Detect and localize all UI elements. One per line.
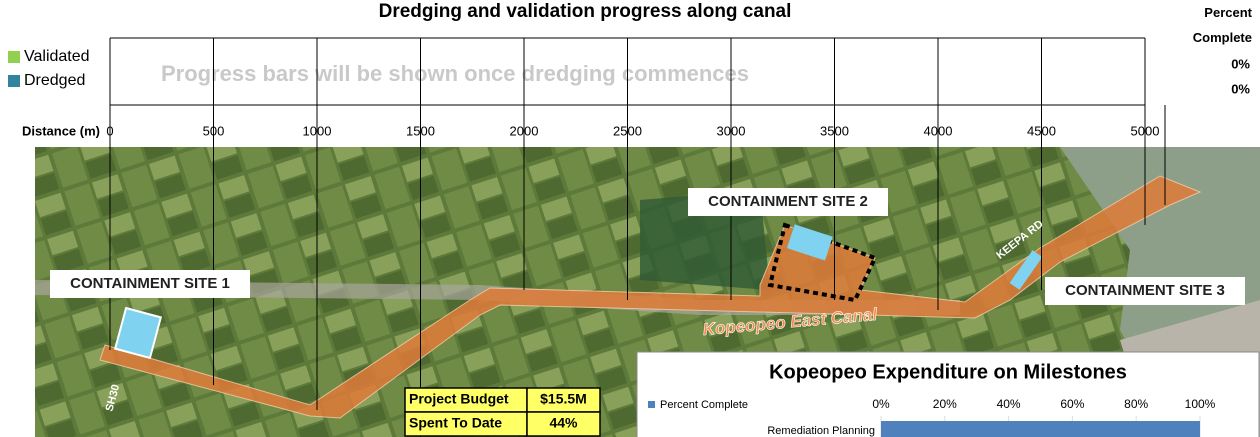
legend-label: Dredged [24,72,85,89]
bar [881,421,1200,437]
budget-text: Project Budget [409,391,509,407]
budget-text: $15.5M [540,391,587,407]
dashboard: Dredging and validation progress along c… [0,0,1260,437]
legend-label: Validated [24,48,90,65]
x-tick-label: 0 [106,123,113,138]
x-tick-label: 5000 [1131,123,1160,138]
x-tick-label: 3500 [820,123,849,138]
x-tick-label: 4000 [924,123,953,138]
value-header-box: Percent Complete [1170,0,1252,50]
x-tick-label: 40% [997,397,1021,411]
x-tick-label: 2500 [613,123,642,138]
x-tick-label: 0% [872,397,890,411]
budget-text: 44% [549,415,578,431]
x-tick-label: 1500 [406,123,435,138]
value-header: Percent Complete [1170,0,1252,50]
value-label: 0% [1231,56,1250,71]
legend-swatch [648,401,655,408]
category-label: Remediation Planning [767,425,875,437]
legend-label: Percent Complete [660,399,748,411]
x-tick-label: 2000 [510,123,539,138]
chart-title: Dredging and validation progress along c… [379,1,792,22]
value-label: 0% [1231,81,1250,96]
budget-text: Spent To Date [409,415,502,431]
x-tick-label: 100% [1185,397,1216,411]
x-axis-title: Distance (m) [22,123,100,138]
placeholder: Progress bars will be shown once dredgin… [161,61,749,86]
site-label: CONTAINMENT SITE 2 [708,193,868,210]
x-tick-label: 500 [203,123,225,138]
inset-title: Kopeopeo Expenditure on Milestones [769,361,1127,383]
x-tick-label: 4500 [1027,123,1056,138]
page: Dredging and validation progress along c… [0,0,1260,437]
x-tick-label: 3000 [717,123,746,138]
x-tick-label: 20% [933,397,957,411]
site-label: CONTAINMENT SITE 3 [1065,282,1225,299]
x-tick-label: 80% [1124,397,1148,411]
legend-swatch [8,51,20,63]
x-tick-label: 60% [1060,397,1084,411]
x-tick-label: 1000 [303,123,332,138]
legend-swatch [8,75,20,87]
site-label: CONTAINMENT SITE 1 [70,275,230,292]
